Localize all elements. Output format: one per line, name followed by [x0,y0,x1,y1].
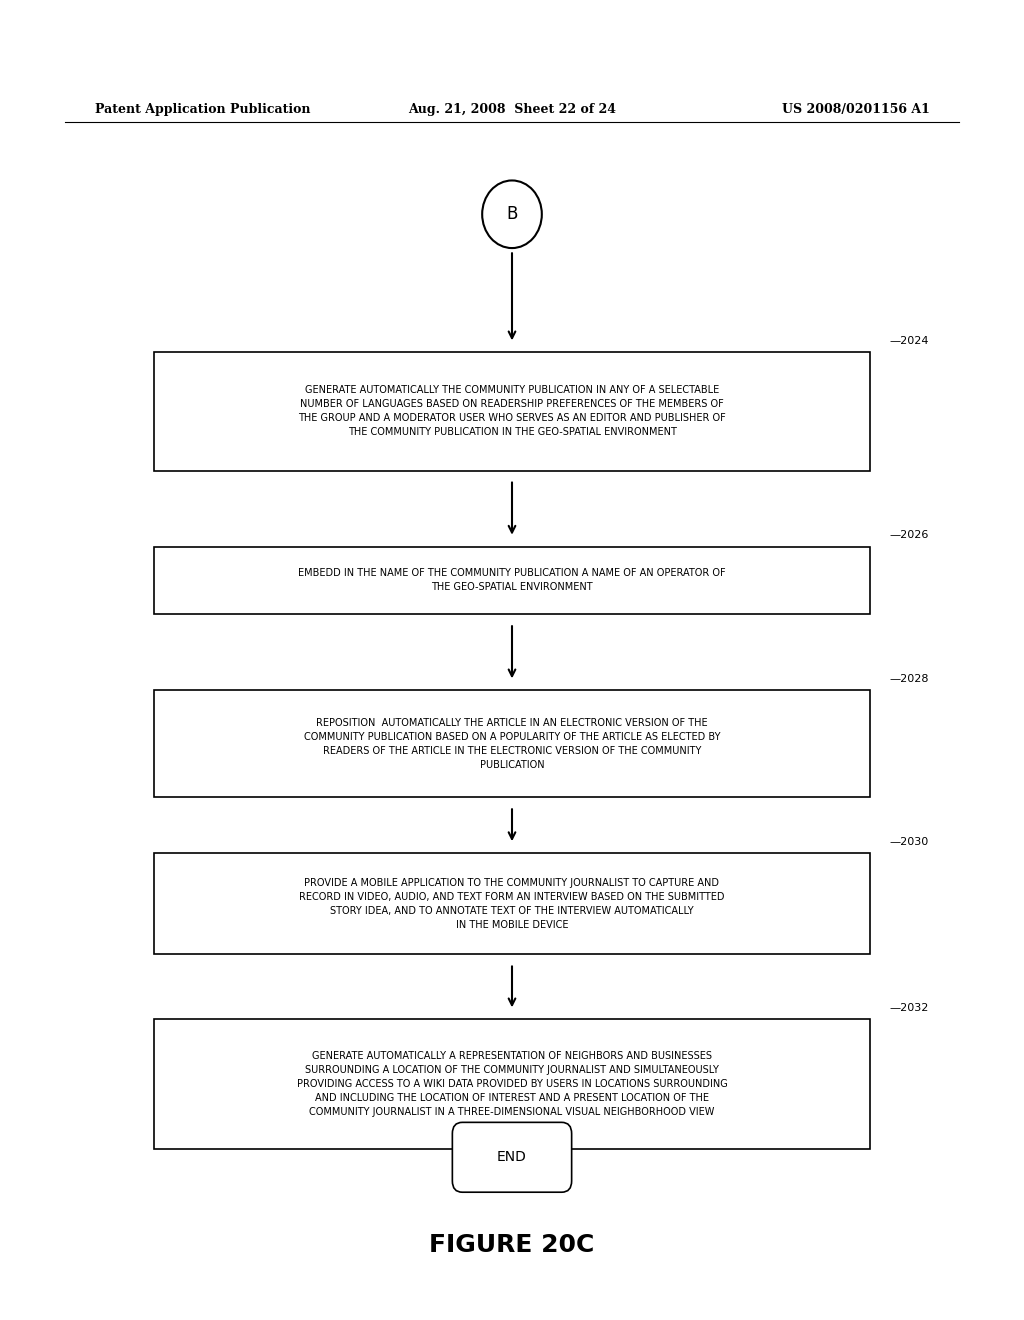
FancyBboxPatch shape [453,1122,571,1192]
FancyBboxPatch shape [155,690,869,797]
FancyBboxPatch shape [155,853,869,954]
Text: EMBEDD IN THE NAME OF THE COMMUNITY PUBLICATION A NAME OF AN OPERATOR OF
THE GEO: EMBEDD IN THE NAME OF THE COMMUNITY PUBL… [298,569,726,593]
Text: —2024: —2024 [890,337,929,346]
Text: GENERATE AUTOMATICALLY A REPRESENTATION OF NEIGHBORS AND BUSINESSES
SURROUNDING : GENERATE AUTOMATICALLY A REPRESENTATION … [297,1051,727,1117]
Text: END: END [497,1150,527,1164]
Text: PROVIDE A MOBILE APPLICATION TO THE COMMUNITY JOURNALIST TO CAPTURE AND
RECORD I: PROVIDE A MOBILE APPLICATION TO THE COMM… [299,878,725,929]
FancyBboxPatch shape [155,1019,869,1148]
Text: —2028: —2028 [890,675,929,684]
Text: FIGURE 20C: FIGURE 20C [429,1233,595,1257]
Text: —2026: —2026 [890,531,929,540]
FancyBboxPatch shape [155,546,869,614]
Text: B: B [506,206,518,223]
Text: US 2008/0201156 A1: US 2008/0201156 A1 [781,103,930,116]
Text: REPOSITION  AUTOMATICALLY THE ARTICLE IN AN ELECTRONIC VERSION OF THE
COMMUNITY : REPOSITION AUTOMATICALLY THE ARTICLE IN … [304,718,720,770]
Text: Patent Application Publication: Patent Application Publication [94,103,310,116]
FancyBboxPatch shape [155,352,869,471]
Text: —2032: —2032 [890,1003,929,1012]
Text: Aug. 21, 2008  Sheet 22 of 24: Aug. 21, 2008 Sheet 22 of 24 [408,103,616,116]
Text: —2030: —2030 [890,837,929,847]
Text: GENERATE AUTOMATICALLY THE COMMUNITY PUBLICATION IN ANY OF A SELECTABLE
NUMBER O: GENERATE AUTOMATICALLY THE COMMUNITY PUB… [298,385,726,437]
